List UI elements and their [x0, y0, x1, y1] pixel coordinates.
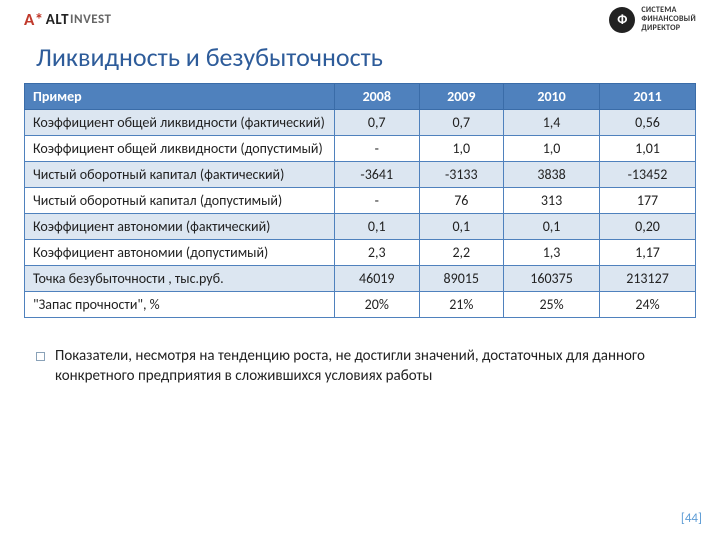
- cell: 0,7: [419, 110, 504, 136]
- row-label: Точка безубыточности , тыс.руб.: [25, 266, 335, 292]
- cell: 1,4: [504, 110, 600, 136]
- cell: 0,1: [335, 214, 420, 240]
- table-row: Коэффициент автономии (фактический)0,10,…: [25, 214, 696, 240]
- cell: -: [335, 188, 420, 214]
- cell: -13452: [600, 162, 696, 188]
- table-row: Коэффициент общей ликвидности (допустимы…: [25, 136, 696, 162]
- cell: -3133: [419, 162, 504, 188]
- logo-invest-text: INVEST: [70, 12, 111, 27]
- cell: 160375: [504, 266, 600, 292]
- page-title: Ликвидность и безубыточность: [0, 35, 720, 83]
- cell: 21%: [419, 292, 504, 318]
- cell: 213127: [600, 266, 696, 292]
- table-row: Коэффициент автономии (допустимый)2,32,2…: [25, 240, 696, 266]
- cell: 3838: [504, 162, 600, 188]
- logo-fd: Ф СИСТЕМА ФИНАНСОВЫЙ ДИРЕКТОР: [609, 6, 696, 33]
- logo-mark: A*: [24, 9, 44, 30]
- cell: -3641: [335, 162, 420, 188]
- fd-line3: ДИРЕКТОР: [641, 24, 696, 33]
- cell: 0,20: [600, 214, 696, 240]
- row-label: "Запас прочности", %: [25, 292, 335, 318]
- cell: 76: [419, 188, 504, 214]
- table-container: Пример 2008 2009 2010 2011 Коэффициент о…: [0, 83, 720, 318]
- table-row: Точка безубыточности , тыс.руб.460198901…: [25, 266, 696, 292]
- fd-circle-icon: Ф: [609, 7, 635, 33]
- cell: 1,17: [600, 240, 696, 266]
- cell: 313: [504, 188, 600, 214]
- cell: -: [335, 136, 420, 162]
- logo-altinvest: A* ALT INVEST: [24, 9, 111, 30]
- cell: 2,2: [419, 240, 504, 266]
- cell: 20%: [335, 292, 420, 318]
- header-bar: A* ALT INVEST Ф СИСТЕМА ФИНАНСОВЫЙ ДИРЕК…: [0, 0, 720, 35]
- row-label: Коэффициент автономии (допустимый): [25, 240, 335, 266]
- cell: 24%: [600, 292, 696, 318]
- row-label: Коэффициент автономии (фактический): [25, 214, 335, 240]
- logo-alt-text: ALT: [46, 11, 69, 29]
- cell: 1,3: [504, 240, 600, 266]
- table-row: "Запас прочности", %20%21%25%24%: [25, 292, 696, 318]
- cell: 1,0: [419, 136, 504, 162]
- financial-table: Пример 2008 2009 2010 2011 Коэффициент о…: [24, 83, 696, 318]
- cell: 1,0: [504, 136, 600, 162]
- cell: 25%: [504, 292, 600, 318]
- cell: 0,1: [419, 214, 504, 240]
- header-col-2: 2010: [504, 84, 600, 110]
- cell: 1,01: [600, 136, 696, 162]
- header-label: Пример: [25, 84, 335, 110]
- cell: 89015: [419, 266, 504, 292]
- table-row: Чистый оборотный капитал (фактический)-3…: [25, 162, 696, 188]
- fd-text: СИСТЕМА ФИНАНСОВЫЙ ДИРЕКТОР: [641, 6, 696, 33]
- table-row: Чистый оборотный капитал (допустимый)-76…: [25, 188, 696, 214]
- header-col-0: 2008: [335, 84, 420, 110]
- header-col-1: 2009: [419, 84, 504, 110]
- table-row: Коэффициент общей ликвидности (фактическ…: [25, 110, 696, 136]
- row-label: Коэффициент общей ликвидности (допустимы…: [25, 136, 335, 162]
- note-block: Показатели, несмотря на тенденцию роста,…: [0, 318, 720, 386]
- cell: 0,7: [335, 110, 420, 136]
- page-number: [44]: [681, 511, 702, 526]
- cell: 2,3: [335, 240, 420, 266]
- header-col-3: 2011: [600, 84, 696, 110]
- cell: 0,1: [504, 214, 600, 240]
- table-header-row: Пример 2008 2009 2010 2011: [25, 84, 696, 110]
- cell: 177: [600, 188, 696, 214]
- row-label: Чистый оборотный капитал (допустимый): [25, 188, 335, 214]
- cell: 0,56: [600, 110, 696, 136]
- cell: 46019: [335, 266, 420, 292]
- row-label: Чистый оборотный капитал (фактический): [25, 162, 335, 188]
- note-text: Показатели, несмотря на тенденцию роста,…: [55, 346, 684, 386]
- row-label: Коэффициент общей ликвидности (фактическ…: [25, 110, 335, 136]
- bullet-icon: [36, 352, 45, 361]
